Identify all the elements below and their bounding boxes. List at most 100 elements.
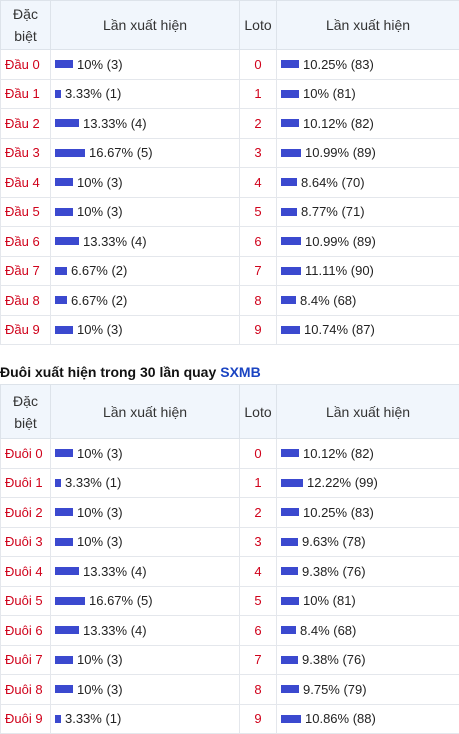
loto-bar — [281, 538, 298, 546]
special-bar — [55, 656, 73, 664]
loto-occurrence-cell: 10.12% (82) — [277, 439, 459, 469]
table-row: Đuôi 7 10% (3) 7 9.38% (76) — [1, 645, 459, 675]
row-label: Đầu 1 — [1, 79, 51, 109]
loto-occurrence-cell: 9.75% (79) — [277, 675, 459, 705]
loto-occurrence-cell: 9.38% (76) — [277, 645, 459, 675]
loto-digit: 1 — [240, 468, 277, 498]
loto-occurrence-text: 10% (81) — [303, 86, 356, 101]
loto-occurrence-cell: 10.99% (89) — [277, 227, 459, 257]
loto-bar — [281, 326, 300, 334]
special-occurrence-cell: 13.33% (4) — [51, 616, 240, 646]
loto-occurrence-text: 10.25% (83) — [303, 57, 374, 72]
row-label: Đuôi 0 — [1, 439, 51, 469]
special-occurrence-text: 13.33% (4) — [83, 564, 147, 579]
loto-occurrence-cell: 8.4% (68) — [277, 616, 459, 646]
loto-occurrence-cell: 10% (81) — [277, 586, 459, 616]
loto-bar — [281, 90, 299, 98]
special-bar — [55, 685, 73, 693]
special-bar — [55, 326, 73, 334]
header-occurrences-special: Lần xuất hiện — [51, 385, 240, 439]
special-occurrence-cell: 10% (3) — [51, 498, 240, 528]
special-bar — [55, 267, 67, 275]
special-occurrence-text: 10% (3) — [77, 57, 123, 72]
special-occurrence-text: 16.67% (5) — [89, 145, 153, 160]
header-special: Đặc biệt — [1, 1, 51, 50]
loto-occurrence-text: 10.12% (82) — [303, 446, 374, 461]
special-bar — [55, 237, 79, 245]
loto-occurrence-text: 10% (81) — [303, 593, 356, 608]
special-occurrence-cell: 10% (3) — [51, 527, 240, 557]
special-occurrence-text: 13.33% (4) — [83, 116, 147, 131]
row-label: Đầu 5 — [1, 197, 51, 227]
loto-bar — [281, 178, 297, 186]
special-occurrence-cell: 6.67% (2) — [51, 256, 240, 286]
special-occurrence-text: 13.33% (4) — [83, 234, 147, 249]
loto-occurrence-cell: 12.22% (99) — [277, 468, 459, 498]
loto-occurrence-cell: 9.63% (78) — [277, 527, 459, 557]
special-occurrence-cell: 10% (3) — [51, 675, 240, 705]
loto-digit: 1 — [240, 79, 277, 109]
loto-digit: 6 — [240, 227, 277, 257]
header-occurrences-loto: Lần xuất hiện — [277, 385, 459, 439]
row-label: Đuôi 1 — [1, 468, 51, 498]
loto-occurrence-text: 9.38% (76) — [302, 652, 366, 667]
loto-occurrence-cell: 10.86% (88) — [277, 704, 459, 734]
special-occurrence-text: 10% (3) — [77, 652, 123, 667]
tail-stats-table: Đặc biệt Lần xuất hiện Loto Lần xuất hiệ… — [0, 384, 459, 734]
loto-occurrence-text: 10.99% (89) — [305, 145, 376, 160]
loto-digit: 9 — [240, 704, 277, 734]
loto-digit: 4 — [240, 168, 277, 198]
special-bar — [55, 449, 73, 457]
loto-occurrence-cell: 9.38% (76) — [277, 557, 459, 587]
row-label: Đuôi 4 — [1, 557, 51, 587]
loto-bar — [281, 60, 299, 68]
header-loto: Loto — [240, 385, 277, 439]
special-bar — [55, 508, 73, 516]
special-occurrence-text: 10% (3) — [77, 534, 123, 549]
loto-bar — [281, 567, 298, 575]
special-bar — [55, 626, 79, 634]
special-occurrence-cell: 3.33% (1) — [51, 704, 240, 734]
row-label: Đầu 3 — [1, 138, 51, 168]
special-occurrence-text: 10% (3) — [77, 505, 123, 520]
special-occurrence-text: 3.33% (1) — [65, 711, 121, 726]
loto-digit: 6 — [240, 616, 277, 646]
row-label: Đuôi 5 — [1, 586, 51, 616]
loto-bar — [281, 237, 301, 245]
special-occurrence-text: 10% (3) — [77, 175, 123, 190]
special-occurrence-text: 6.67% (2) — [71, 263, 127, 278]
loto-occurrence-cell: 8.64% (70) — [277, 168, 459, 198]
loto-occurrence-text: 10.25% (83) — [303, 505, 374, 520]
loto-occurrence-text: 9.63% (78) — [302, 534, 366, 549]
loto-occurrence-text: 8.4% (68) — [300, 293, 356, 308]
loto-digit: 3 — [240, 527, 277, 557]
special-bar — [55, 597, 85, 605]
special-occurrence-text: 13.33% (4) — [83, 623, 147, 638]
special-occurrence-cell: 10% (3) — [51, 439, 240, 469]
special-occurrence-cell: 10% (3) — [51, 315, 240, 345]
special-bar — [55, 538, 73, 546]
loto-occurrence-text: 11.11% (90) — [305, 263, 374, 278]
loto-digit: 3 — [240, 138, 277, 168]
head-stats-table: Đặc biệt Lần xuất hiện Loto Lần xuất hiệ… — [0, 0, 459, 345]
loto-digit: 7 — [240, 645, 277, 675]
loto-bar — [281, 449, 299, 457]
row-label: Đuôi 7 — [1, 645, 51, 675]
special-occurrence-cell: 10% (3) — [51, 645, 240, 675]
brand-link-sxmb[interactable]: SXMB — [220, 364, 260, 380]
loto-occurrence-text: 9.38% (76) — [302, 564, 366, 579]
loto-bar — [281, 479, 303, 487]
loto-digit: 8 — [240, 675, 277, 705]
row-label: Đầu 9 — [1, 315, 51, 345]
special-occurrence-text: 16.67% (5) — [89, 593, 153, 608]
